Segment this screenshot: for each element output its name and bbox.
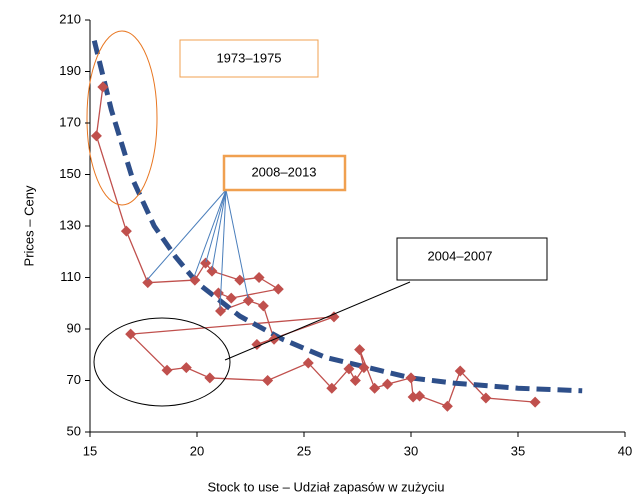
data-point <box>405 372 417 384</box>
data-point <box>212 287 224 299</box>
data-point <box>257 300 269 312</box>
x-axis-label: Stock to use – Udział zapasów w zużyciu <box>208 479 445 494</box>
data-point <box>90 130 102 142</box>
annotation-box <box>179 39 319 78</box>
data-point <box>206 265 218 277</box>
data-point <box>234 274 246 286</box>
y-tick-label: 70 <box>67 372 81 387</box>
highlight-ellipse <box>86 30 158 206</box>
y-tick-label: 190 <box>59 63 81 78</box>
x-tick-label: 15 <box>83 443 97 458</box>
y-tick-label: 50 <box>67 423 81 438</box>
y-tick-label: 110 <box>60 269 81 284</box>
data-point <box>204 372 216 384</box>
annotation-box <box>222 154 347 192</box>
data-point <box>215 305 227 317</box>
data-point <box>142 277 154 289</box>
data-point <box>414 390 426 402</box>
data-point <box>120 225 132 237</box>
data-point <box>326 382 338 394</box>
annotations: 1973–1975 2008–2013 2004–2007 <box>86 30 548 407</box>
annotation: 1973–1975 <box>216 50 281 65</box>
data-point <box>180 362 192 374</box>
y-axis-label: Prices – Ceny <box>21 185 36 266</box>
data-point <box>454 365 466 377</box>
x-tick-label: 40 <box>618 443 632 458</box>
x-tick-label: 35 <box>511 443 525 458</box>
data-point <box>441 400 453 412</box>
data-point <box>97 81 109 93</box>
annotation: 2004–2007 <box>427 248 492 263</box>
x-tick-label: 30 <box>404 443 418 458</box>
x-tick-label: 25 <box>297 443 311 458</box>
data-point <box>225 292 237 304</box>
trend-line <box>91 40 583 394</box>
data-point <box>251 338 263 350</box>
data-point <box>189 274 201 286</box>
data-point <box>480 392 492 404</box>
data-point <box>358 362 370 374</box>
data-point <box>529 396 541 408</box>
data-point <box>302 357 314 369</box>
pointer-lines <box>146 189 249 310</box>
data-point <box>242 295 254 307</box>
data-point <box>200 257 212 269</box>
data-point <box>253 272 265 283</box>
data-point <box>354 344 366 356</box>
y-tick-label: 150 <box>59 166 81 181</box>
pointer-line <box>224 281 411 361</box>
data-point <box>125 328 137 340</box>
data-point <box>381 378 393 390</box>
y-tick-label: 130 <box>59 217 81 232</box>
marks <box>90 40 583 412</box>
y-tick-label: 90 <box>67 320 81 335</box>
y-tick-label: 170 <box>59 114 81 129</box>
data-point <box>262 375 274 386</box>
data-point <box>272 283 284 295</box>
data-point <box>349 375 361 386</box>
x-tick-label: 20 <box>190 443 204 458</box>
y-tick-label: 210 <box>59 11 81 26</box>
annotation-box <box>396 237 548 281</box>
data-point <box>343 363 355 375</box>
data-point <box>161 364 173 376</box>
highlight-ellipse <box>93 317 231 407</box>
data-point <box>328 311 340 323</box>
data-point <box>369 382 381 394</box>
annotation: 2008–2013 <box>251 164 316 179</box>
